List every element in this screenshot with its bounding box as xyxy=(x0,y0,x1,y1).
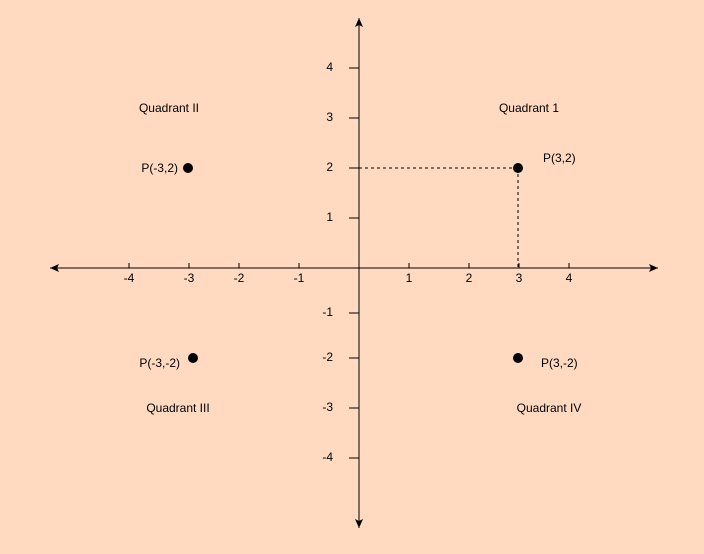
quadrant-label: Quadrant IV xyxy=(517,401,582,415)
point xyxy=(513,163,523,173)
point-label: P(-3,2) xyxy=(141,161,178,175)
y-tick-label: 1 xyxy=(326,210,333,224)
point-label: P(3,2) xyxy=(543,151,576,165)
quadrant-label: Quadrant 1 xyxy=(499,101,559,115)
point xyxy=(188,353,198,363)
y-tick-label: -4 xyxy=(322,450,333,464)
x-tick-label: -2 xyxy=(234,271,245,285)
quadrant-label: Quadrant III xyxy=(146,401,209,415)
x-tick-label: -1 xyxy=(294,271,305,285)
x-tick-label: 4 xyxy=(566,271,573,285)
point xyxy=(183,163,193,173)
y-tick-label: -3 xyxy=(322,400,333,414)
y-tick-label: 3 xyxy=(326,110,333,124)
point xyxy=(513,353,523,363)
x-tick-label: 3 xyxy=(516,271,523,285)
point-label: P(-3,-2) xyxy=(139,356,180,370)
y-tick-label: -2 xyxy=(322,350,333,364)
y-tick-label: 2 xyxy=(326,160,333,174)
x-tick-label: 1 xyxy=(406,271,413,285)
point-label: P(3,-2) xyxy=(541,356,578,370)
x-tick-label: 2 xyxy=(466,271,473,285)
x-tick-label: -4 xyxy=(124,271,135,285)
y-tick-label: -1 xyxy=(322,305,333,319)
x-tick-label: -3 xyxy=(184,271,195,285)
quadrant-label: Quadrant II xyxy=(139,101,199,115)
y-tick-label: 4 xyxy=(326,60,333,74)
